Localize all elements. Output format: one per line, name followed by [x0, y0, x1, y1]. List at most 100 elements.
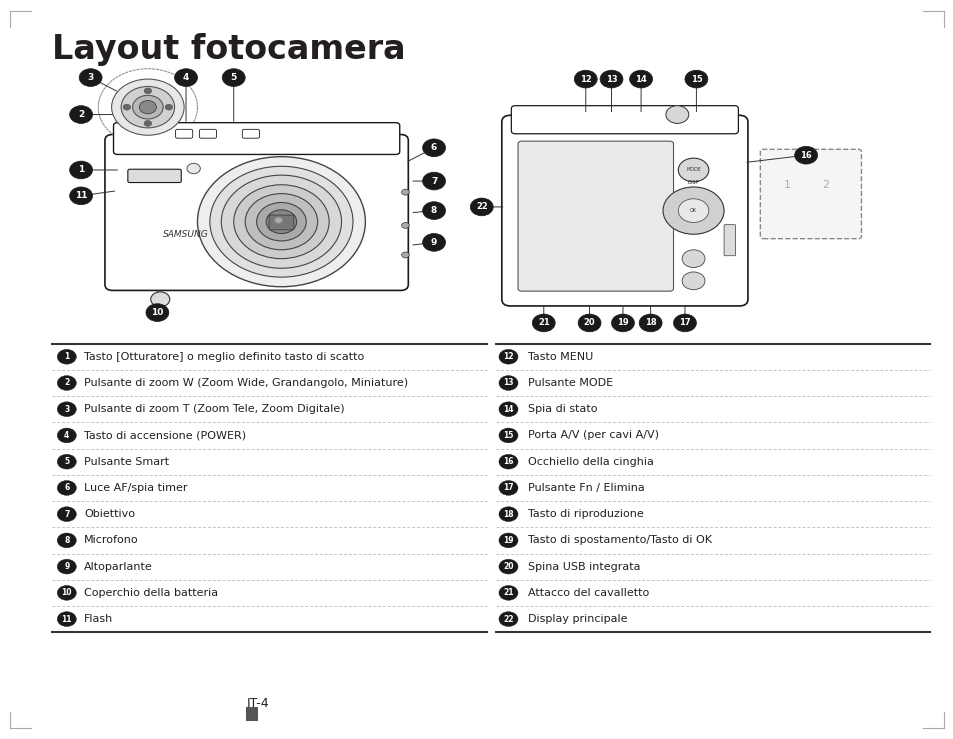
Circle shape [498, 375, 517, 390]
Text: 2: 2 [64, 378, 70, 387]
Circle shape [148, 121, 163, 133]
FancyBboxPatch shape [105, 134, 408, 290]
Text: 20: 20 [583, 319, 595, 327]
Text: Pulsante di zoom T (Zoom Tele, Zoom Digitale): Pulsante di zoom T (Zoom Tele, Zoom Digi… [84, 404, 344, 415]
Text: Tasto di riproduzione: Tasto di riproduzione [527, 509, 642, 520]
Text: OK: OK [689, 208, 697, 213]
Text: SAMSUNG: SAMSUNG [163, 230, 209, 239]
Text: 10: 10 [152, 308, 163, 317]
Text: Spia di stato: Spia di stato [527, 404, 597, 415]
Circle shape [57, 402, 76, 417]
Text: 5: 5 [64, 457, 70, 466]
Text: 7: 7 [64, 510, 70, 519]
Text: Flash: Flash [84, 614, 113, 624]
Text: 19: 19 [617, 319, 628, 327]
Circle shape [57, 507, 76, 522]
Circle shape [245, 194, 317, 250]
Circle shape [256, 202, 306, 241]
Text: 6: 6 [431, 143, 436, 152]
Circle shape [401, 189, 409, 195]
Circle shape [123, 104, 131, 110]
Text: Occhiello della cinghia: Occhiello della cinghia [527, 457, 653, 467]
FancyBboxPatch shape [511, 106, 738, 134]
Circle shape [794, 146, 817, 164]
Text: Pulsante di zoom W (Zoom Wide, Grandangolo, Miniature): Pulsante di zoom W (Zoom Wide, Grandango… [84, 378, 408, 388]
Circle shape [498, 402, 517, 417]
Circle shape [681, 272, 704, 290]
Circle shape [401, 252, 409, 258]
Circle shape [221, 175, 341, 268]
Circle shape [70, 106, 92, 123]
Circle shape [498, 507, 517, 522]
Text: 18: 18 [644, 319, 656, 327]
Circle shape [57, 428, 76, 443]
Text: MENU: MENU [685, 205, 700, 209]
FancyBboxPatch shape [242, 129, 259, 138]
Circle shape [112, 79, 184, 135]
Circle shape [422, 202, 445, 219]
Circle shape [144, 120, 152, 126]
Circle shape [197, 157, 365, 287]
FancyBboxPatch shape [501, 115, 747, 306]
Text: 1: 1 [782, 180, 790, 191]
Circle shape [611, 314, 634, 332]
Text: 10: 10 [61, 588, 72, 597]
Circle shape [678, 199, 708, 222]
Circle shape [165, 104, 172, 110]
Text: Tasto di spostamento/Tasto di OK: Tasto di spostamento/Tasto di OK [527, 535, 711, 545]
Circle shape [174, 69, 197, 86]
Circle shape [57, 559, 76, 574]
Circle shape [673, 314, 696, 332]
Text: 16: 16 [502, 457, 514, 466]
FancyBboxPatch shape [113, 123, 399, 154]
Text: 6: 6 [64, 483, 70, 492]
Text: 1: 1 [78, 166, 84, 174]
Circle shape [422, 234, 445, 251]
FancyBboxPatch shape [128, 169, 181, 183]
Text: 2: 2 [821, 180, 828, 191]
Text: Pulsante Smart: Pulsante Smart [84, 457, 169, 467]
Circle shape [57, 375, 76, 390]
Text: Porta A/V (per cavi A/V): Porta A/V (per cavi A/V) [527, 430, 658, 440]
Text: 2: 2 [78, 110, 84, 119]
Circle shape [57, 454, 76, 469]
Text: 7: 7 [431, 177, 436, 185]
FancyBboxPatch shape [760, 149, 861, 239]
Circle shape [665, 106, 688, 123]
FancyBboxPatch shape [269, 215, 294, 230]
Circle shape [57, 612, 76, 627]
Text: 11: 11 [61, 615, 72, 624]
Circle shape [79, 69, 102, 86]
Text: 12: 12 [502, 353, 514, 361]
Circle shape [422, 139, 445, 157]
Text: IT-4: IT-4 [246, 697, 269, 710]
FancyBboxPatch shape [723, 225, 735, 256]
Circle shape [57, 585, 76, 600]
Circle shape [532, 314, 555, 332]
Text: 1: 1 [64, 353, 70, 361]
Circle shape [187, 163, 200, 174]
Circle shape [574, 70, 597, 88]
Text: 8: 8 [431, 206, 436, 215]
Circle shape [132, 95, 163, 119]
Text: MODE: MODE [685, 168, 700, 172]
Circle shape [139, 101, 156, 114]
Circle shape [629, 70, 652, 88]
Text: 3: 3 [88, 73, 93, 82]
Circle shape [498, 480, 517, 495]
Circle shape [498, 585, 517, 600]
Circle shape [498, 350, 517, 364]
Text: Tasto [Otturatore] o meglio definito tasto di scatto: Tasto [Otturatore] o meglio definito tas… [84, 352, 364, 362]
Text: 4: 4 [64, 431, 70, 440]
Circle shape [233, 185, 329, 259]
Circle shape [210, 166, 353, 277]
Text: 21: 21 [537, 319, 549, 327]
Text: 4: 4 [183, 73, 189, 82]
Text: 17: 17 [679, 319, 690, 327]
Text: 11: 11 [74, 191, 88, 200]
Text: DISP: DISP [687, 180, 699, 185]
Text: 3: 3 [64, 405, 70, 414]
Circle shape [146, 304, 169, 321]
Circle shape [401, 222, 409, 228]
Circle shape [470, 198, 493, 216]
